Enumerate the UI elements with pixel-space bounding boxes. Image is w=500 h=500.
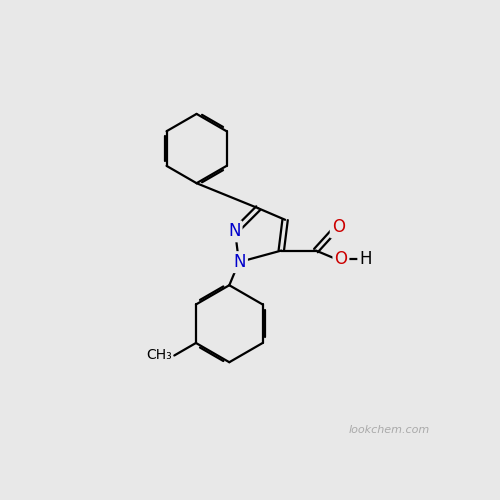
Text: O: O xyxy=(332,218,345,236)
Text: N: N xyxy=(234,253,246,271)
Text: H: H xyxy=(360,250,372,268)
Text: CH₃: CH₃ xyxy=(146,348,172,362)
Text: O: O xyxy=(334,250,347,268)
Text: lookchem.com: lookchem.com xyxy=(348,426,430,436)
Text: N: N xyxy=(228,222,240,240)
